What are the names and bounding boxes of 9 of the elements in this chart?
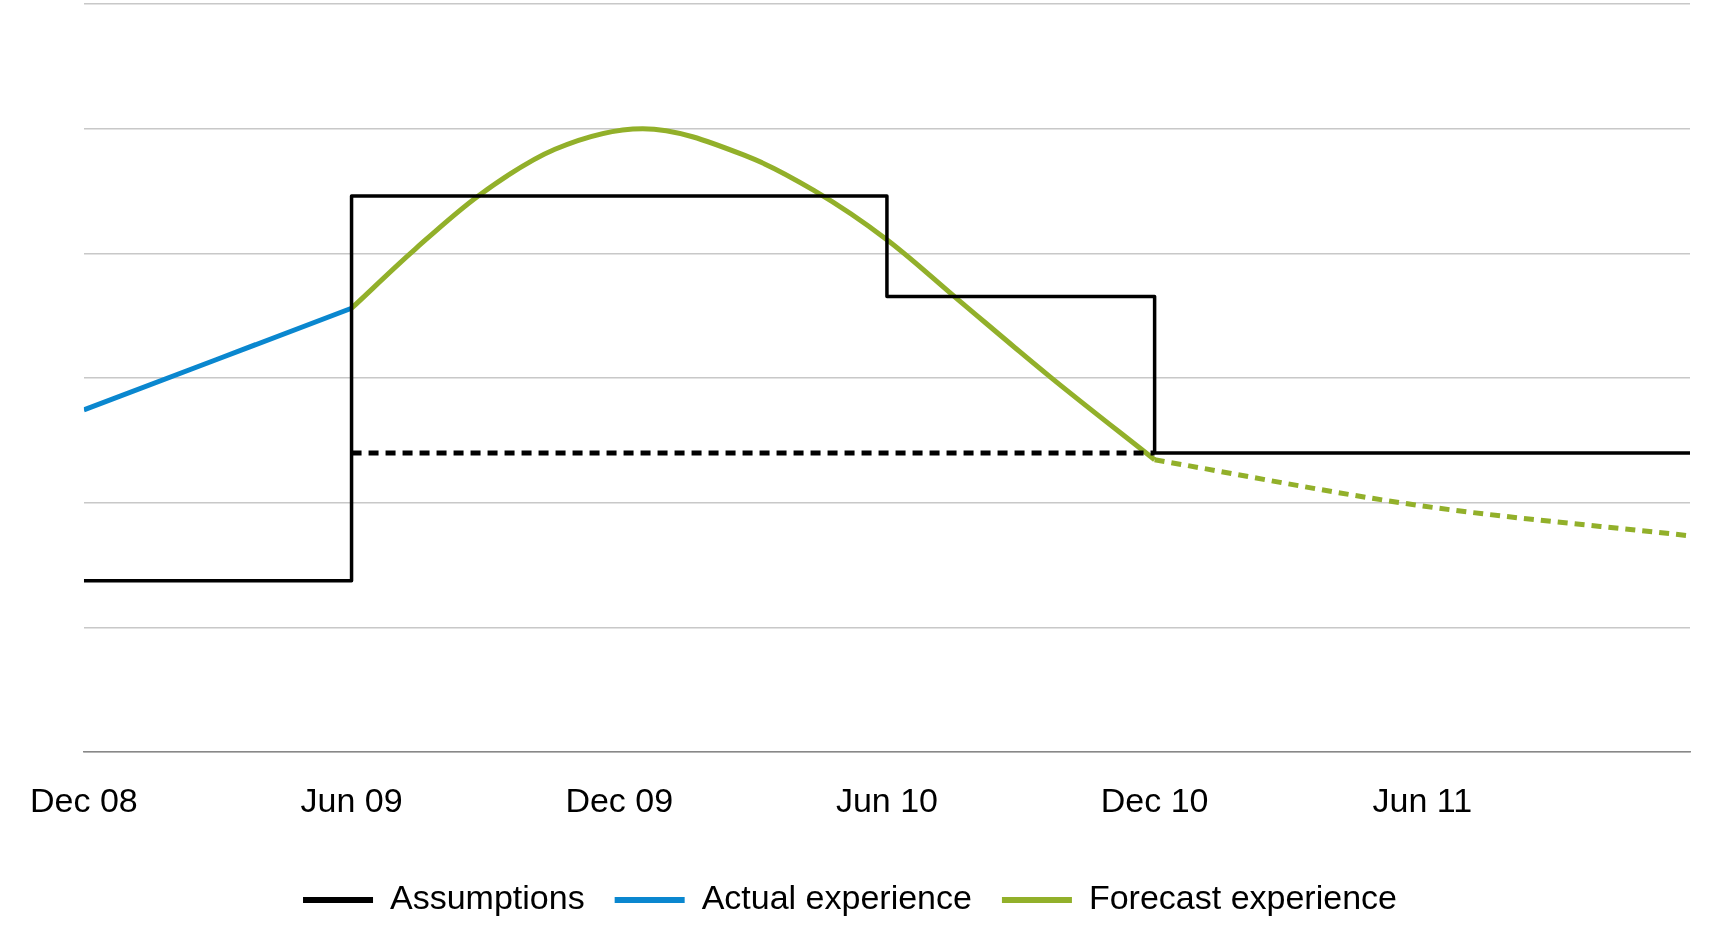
x-tick-label: Jun 10 [835, 780, 938, 819]
legend-label: Actual experience [701, 878, 972, 917]
legend-label: Assumptions [390, 878, 585, 917]
x-tick-label: Jun 11 [1372, 780, 1473, 819]
x-tick-label: Dec 09 [565, 780, 674, 819]
x-tick-label: Jun 09 [300, 780, 403, 819]
legend-label: Forecast experience [1088, 878, 1397, 917]
x-tick-label: Dec 10 [1100, 780, 1209, 819]
x-tick-label: Dec 08 [30, 780, 138, 819]
